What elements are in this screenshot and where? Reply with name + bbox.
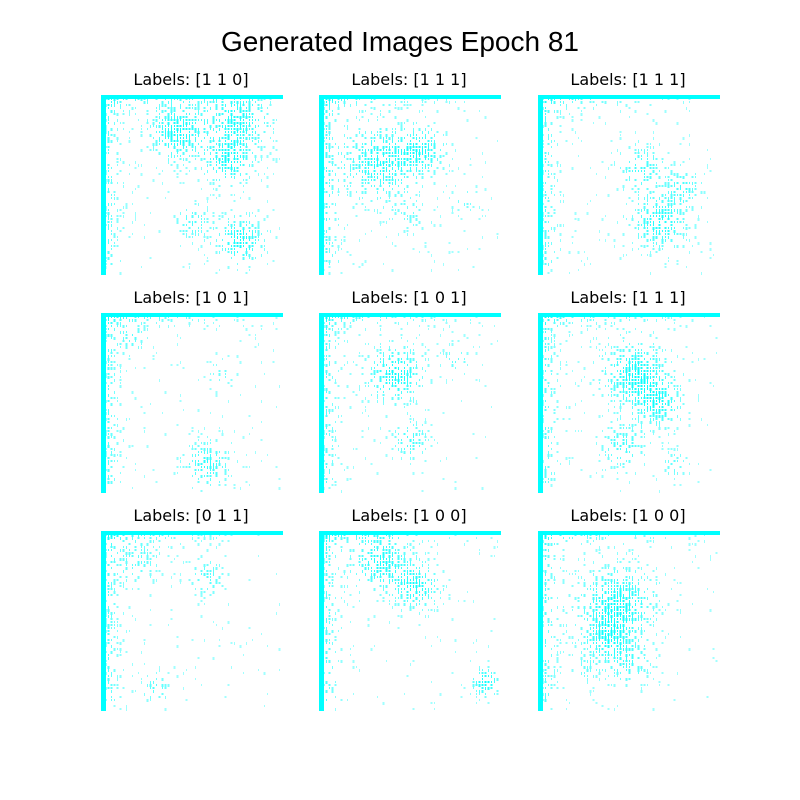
generated-image [538,313,720,493]
panel-title: Labels: [1 1 1] [570,70,686,89]
panel-title: Labels: [1 1 1] [351,70,467,89]
panel-title: Labels: [1 0 0] [351,506,467,525]
generated-image [101,95,283,275]
panel-title: Labels: [1 1 1] [570,288,686,307]
generated-image [101,531,283,711]
generated-image [538,95,720,275]
panel-title: Labels: [1 0 1] [351,288,467,307]
generated-image [319,95,501,275]
generated-image [319,531,501,711]
panel-title: Labels: [1 0 1] [133,288,249,307]
generated-image [101,313,283,493]
panel-title: Labels: [0 1 1] [133,506,249,525]
generated-image [319,313,501,493]
panel-title: Labels: [1 0 0] [570,506,686,525]
figure-title: Generated Images Epoch 81 [220,26,579,57]
generated-image [538,531,720,711]
panel-title: Labels: [1 1 0] [133,70,249,89]
